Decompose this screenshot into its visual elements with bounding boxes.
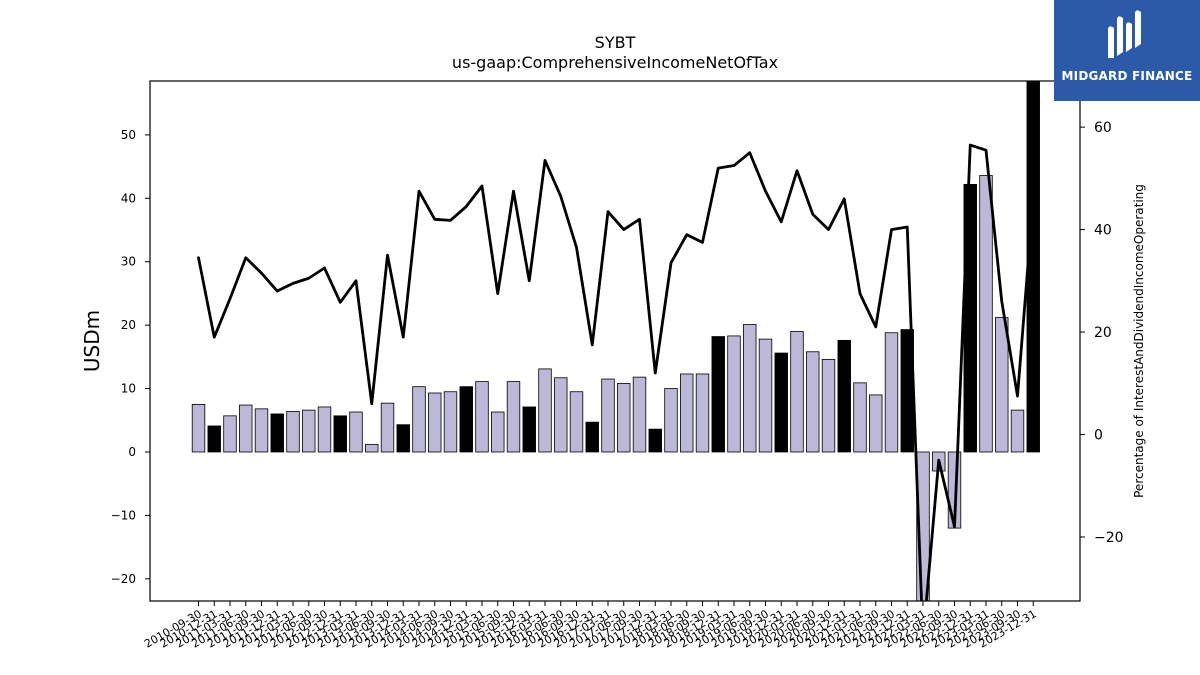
chart-subtitle: us-gaap:ComprehensiveIncomeNetOfTax (452, 53, 778, 72)
y-tick-label: 30 (121, 255, 136, 269)
y2-tick-label: 60 (1094, 120, 1112, 136)
bar (302, 409, 316, 453)
bar (601, 378, 615, 453)
axes: −20−1001020304050−2002040602010-09-30201… (111, 80, 1124, 651)
y-tick-label: 40 (121, 191, 136, 205)
y-tick-label: 0 (128, 445, 136, 459)
bar (554, 377, 568, 453)
bar (869, 394, 883, 453)
bar (491, 411, 505, 453)
y-tick-label: −10 (111, 508, 136, 522)
y2-tick-label: −20 (1094, 530, 1124, 546)
bar (428, 392, 442, 453)
chart-title: SYBT (595, 33, 636, 52)
bar (1010, 409, 1025, 453)
bar (443, 391, 458, 453)
bar (727, 335, 741, 453)
bar (191, 404, 206, 453)
bar (664, 388, 678, 453)
y2-tick-label: 20 (1094, 325, 1112, 341)
line-series-path (197, 143, 1035, 601)
bar (270, 413, 284, 453)
midgard-finance-logo: MIDGARD FINANCE (1054, 0, 1200, 101)
y-axis-label-left: USDm (80, 310, 104, 372)
bar (585, 421, 599, 453)
bar (522, 406, 536, 453)
y-tick-label: −20 (111, 572, 136, 586)
bar (617, 383, 631, 453)
bar (207, 425, 221, 453)
bar (758, 338, 773, 453)
bar (884, 332, 899, 453)
logo-mark-icon (1108, 10, 1141, 58)
bar (475, 381, 489, 453)
bar (837, 339, 851, 453)
y-tick-label: 50 (121, 128, 136, 142)
y2-tick-label: 40 (1094, 223, 1112, 239)
bar (286, 410, 300, 453)
bar (506, 381, 521, 453)
y-tick-label: 10 (121, 382, 136, 396)
bar (538, 368, 552, 453)
bar (396, 424, 410, 453)
y2-tick-label: 0 (1094, 427, 1103, 443)
bar (648, 428, 662, 453)
bar (790, 331, 804, 453)
bar (743, 324, 757, 453)
y-axis-label-right: Percentage of InterestAndDividendIncomeO… (1132, 184, 1146, 498)
bar (711, 336, 725, 453)
bar (774, 352, 788, 453)
bar (806, 351, 820, 453)
bar (412, 386, 426, 453)
bar (632, 376, 647, 453)
plot-frame (149, 80, 1081, 602)
bar (979, 175, 993, 453)
y-tick-label: 20 (121, 318, 136, 332)
bar (317, 406, 332, 453)
bar (254, 408, 269, 453)
line-series (197, 143, 1035, 601)
bar (333, 415, 347, 453)
bar (223, 415, 237, 453)
logo-text: MIDGARD FINANCE (1061, 69, 1193, 83)
bar (365, 443, 379, 453)
bar (459, 386, 473, 453)
bar (995, 317, 1009, 453)
bar (349, 411, 363, 453)
bar (239, 404, 253, 453)
bar (695, 373, 710, 453)
bar (821, 358, 836, 453)
bar (853, 382, 867, 453)
bar (569, 391, 584, 453)
bar (380, 402, 395, 453)
bar (680, 373, 694, 453)
